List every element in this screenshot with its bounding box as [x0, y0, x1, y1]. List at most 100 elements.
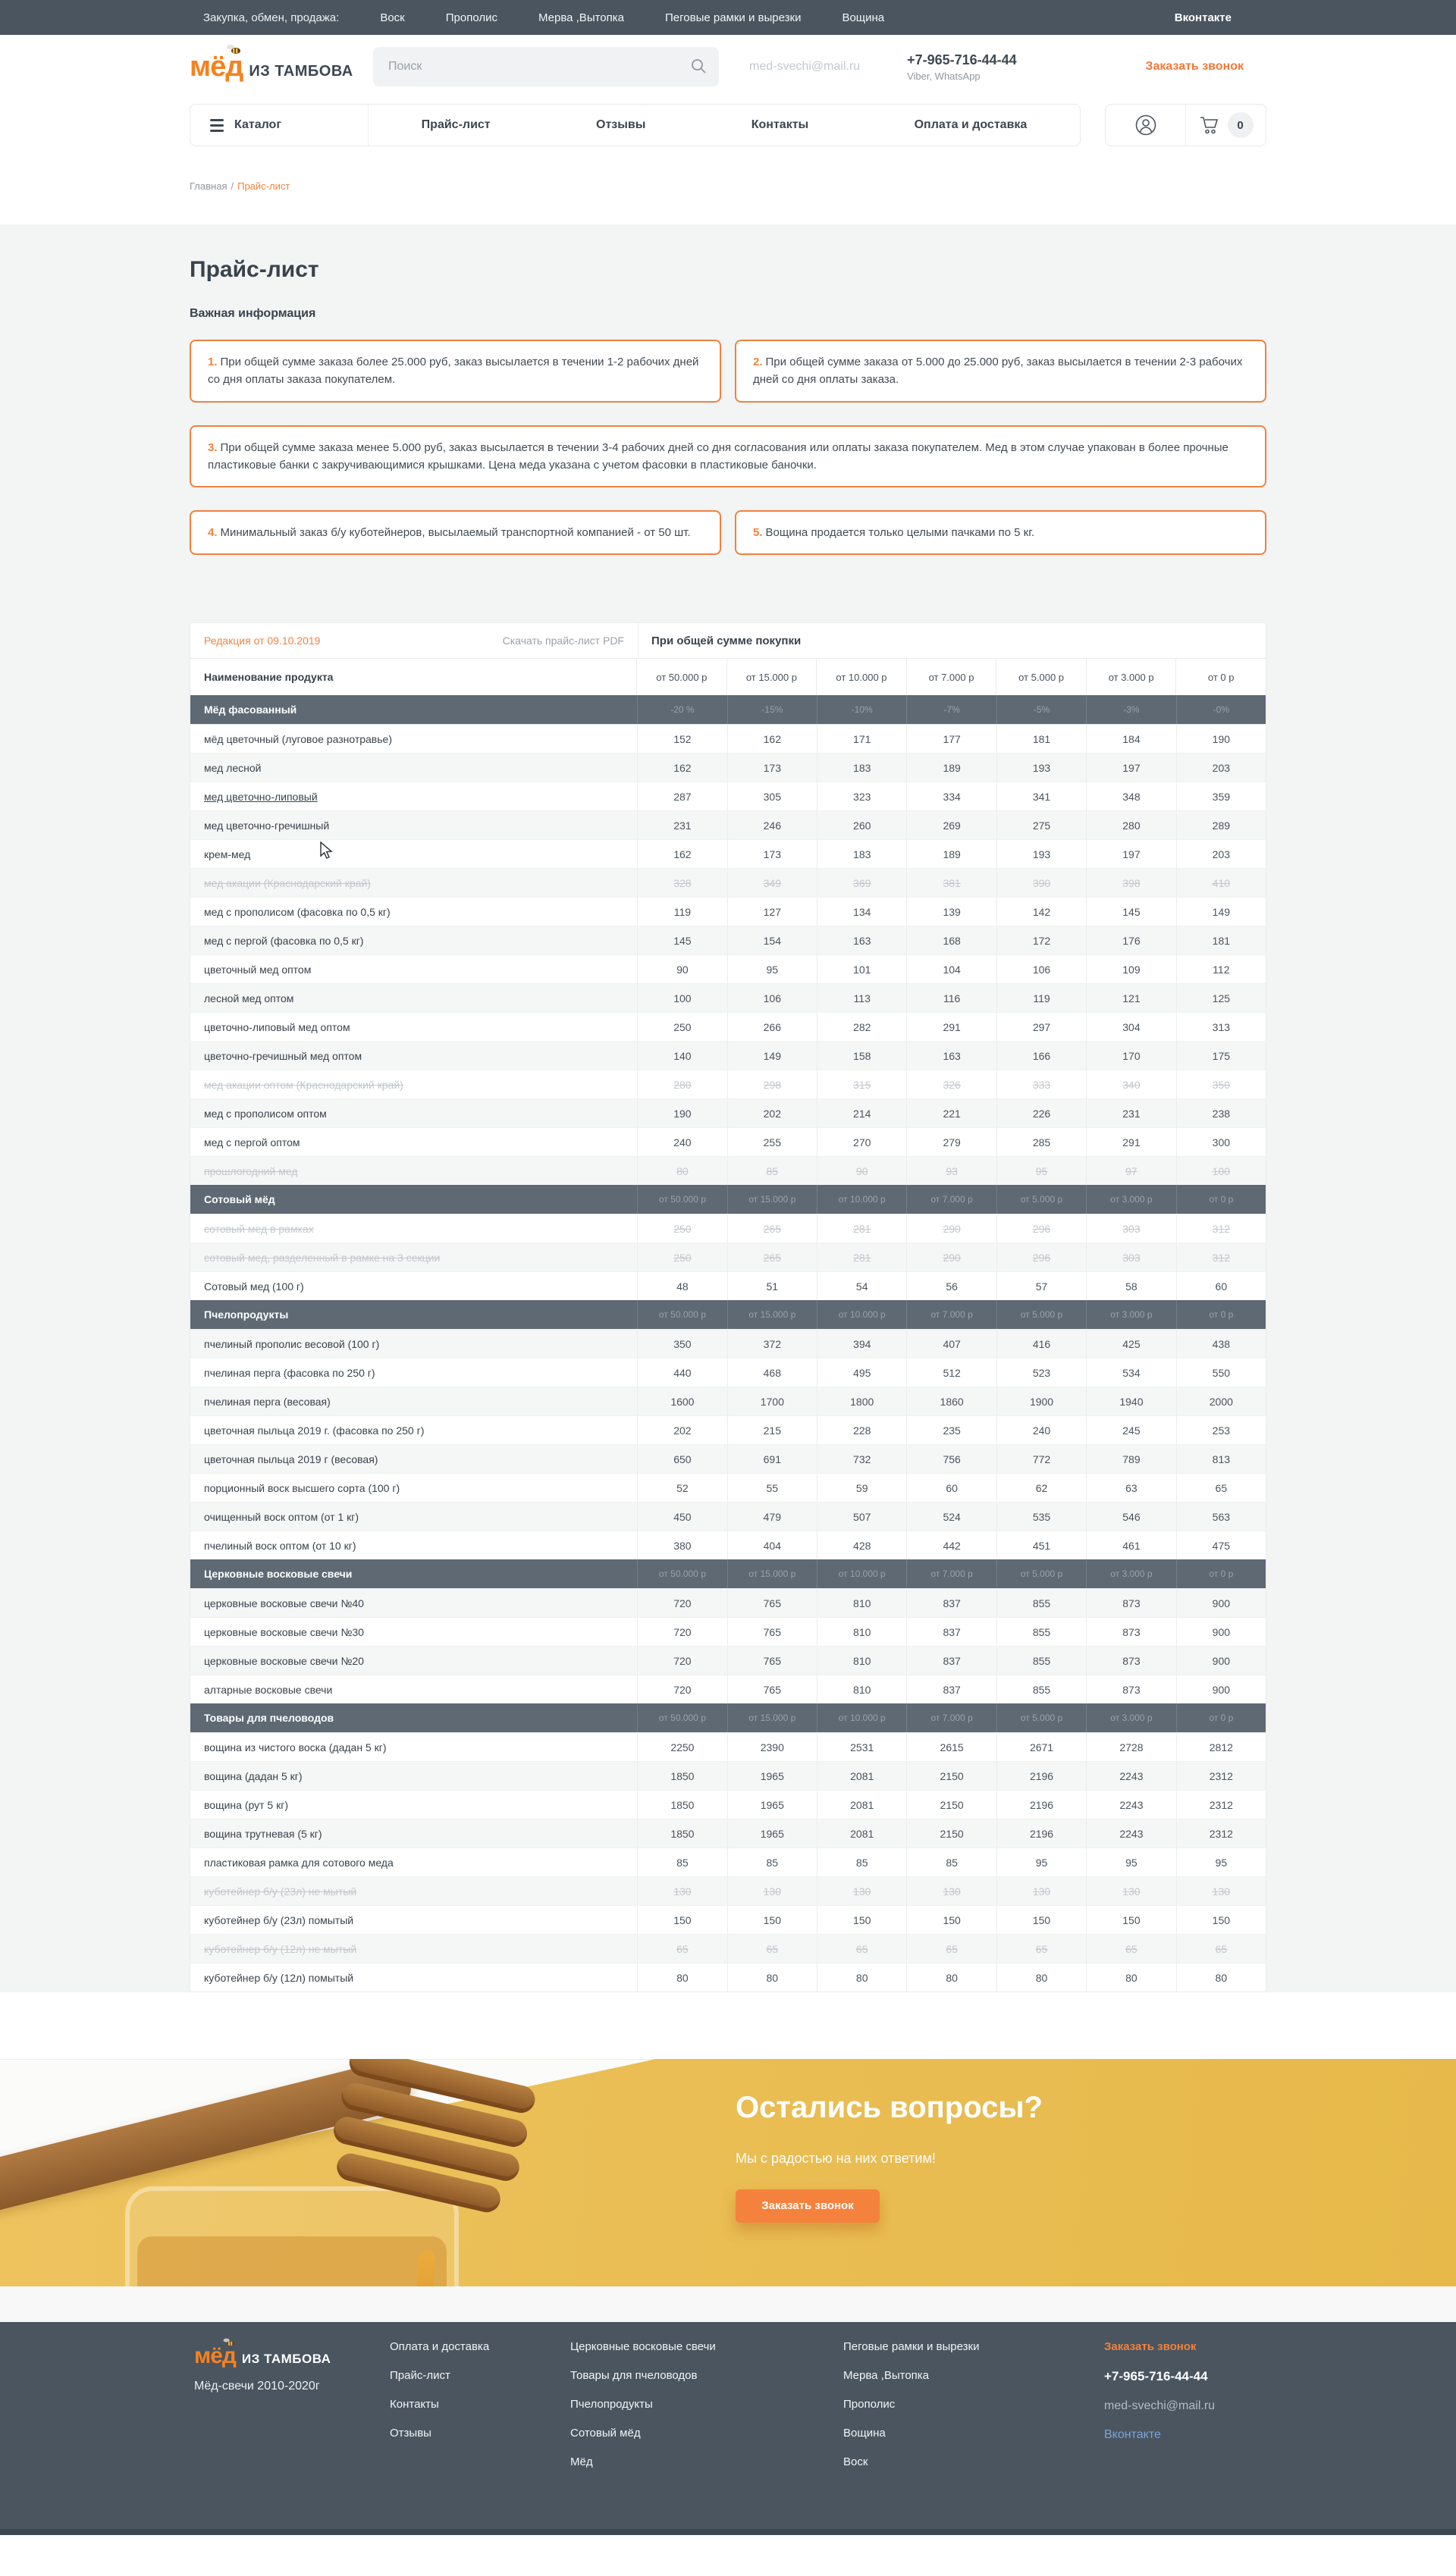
- footer-link[interactable]: Воск: [843, 2455, 868, 2469]
- product-name-cell[interactable]: мед с прополисом оптом: [204, 1107, 327, 1120]
- banner-call-button[interactable]: Заказать звонок: [736, 2189, 880, 2223]
- price-cell: 340: [1086, 1070, 1175, 1099]
- footer-link[interactable]: Мёд: [570, 2455, 593, 2469]
- product-name-cell[interactable]: алтарные восковые свечи: [204, 1683, 333, 1696]
- product-name-cell[interactable]: вощина (дадан 5 кг): [204, 1769, 303, 1782]
- product-name-cell[interactable]: куботейнер б/у (23л) помытый: [204, 1913, 354, 1926]
- price-cell: 150: [817, 1906, 906, 1935]
- product-name-cell[interactable]: цветочно-липовый мед оптом: [204, 1020, 350, 1033]
- footer-link[interactable]: Прополис: [843, 2398, 896, 2411]
- header-phone[interactable]: +7-965-716-44-44: [907, 52, 1017, 67]
- footer-call-link[interactable]: Заказать звонок: [1104, 2340, 1197, 2354]
- order-call-button[interactable]: Заказать звонок: [1145, 60, 1244, 73]
- product-name-cell[interactable]: пластиковая рамка для сотового меда: [204, 1856, 394, 1869]
- price-cell: 2531: [817, 1733, 906, 1762]
- product-name-cell[interactable]: мед акации (Краснодарский край): [204, 876, 371, 889]
- product-name-cell[interactable]: мед цветочно-липовый: [204, 790, 318, 803]
- section-header-cell: от 3.000 р: [1086, 1185, 1175, 1214]
- footer-link[interactable]: Оплата и доставка: [390, 2340, 490, 2354]
- nav-item[interactable]: Оплата и доставка: [914, 118, 1028, 131]
- footer-logo[interactable]: мёд ИЗ ТАМБОВА Мёд-свечи 2010-2020г: [194, 2338, 331, 2393]
- product-name-cell[interactable]: пчелиная перга (весовая): [204, 1395, 331, 1408]
- product-name-cell[interactable]: вощина трутневая (5 кг): [204, 1827, 322, 1840]
- topbar-vk-link[interactable]: Вконтакте: [1174, 11, 1232, 24]
- product-name-cell[interactable]: вощина из чистого воска (дадан 5 кг): [204, 1741, 387, 1753]
- cart-button[interactable]: 0: [1185, 105, 1266, 146]
- product-name-cell[interactable]: прошлогодний мед: [204, 1164, 298, 1177]
- product-name-cell[interactable]: сотовый мед в рамках: [204, 1222, 314, 1235]
- footer-link[interactable]: Контакты: [390, 2398, 439, 2411]
- product-name-cell[interactable]: куботейнер б/у (23л) не мытый: [204, 1885, 357, 1898]
- product-name-cell[interactable]: мед с прополисом (фасовка по 0,5 кг): [204, 905, 391, 918]
- footer-link[interactable]: Вощина: [843, 2427, 886, 2440]
- product-name-cell[interactable]: пчелиная перга (фасовка по 250 г): [204, 1366, 375, 1379]
- product-name-cell[interactable]: порционный воск высшего сорта (100 г): [204, 1481, 400, 1494]
- price-cell: 80: [906, 1963, 996, 1992]
- product-name-cell[interactable]: мед с пергой оптом: [204, 1136, 300, 1149]
- product-name-cell[interactable]: мед лесной: [204, 761, 262, 774]
- footer-link[interactable]: Товары для пчеловодов: [570, 2369, 698, 2383]
- search-icon[interactable]: [690, 58, 707, 74]
- section-header-cell: от 50.000 р: [637, 1559, 726, 1589]
- product-name-cell[interactable]: крем-мед: [204, 848, 251, 860]
- product-name-cell[interactable]: пчелиный прополис весовой (100 г): [204, 1337, 380, 1350]
- product-name-cell[interactable]: цветочный мед оптом: [204, 963, 312, 976]
- product-name-cell[interactable]: мед цветочно-гречишный: [204, 819, 330, 832]
- topbar-link[interactable]: Прополис: [445, 11, 497, 24]
- product-name-cell[interactable]: куботейнер б/у (12л) не мытый: [204, 1942, 357, 1955]
- topbar-link[interactable]: Вощина: [842, 11, 885, 24]
- account-button[interactable]: [1106, 105, 1185, 146]
- footer-link[interactable]: Сотовый мёд: [570, 2427, 641, 2440]
- section-title: Товары для пчеловодов: [204, 1712, 334, 1725]
- footer-phone[interactable]: +7-965-716-44-44: [1104, 2369, 1208, 2384]
- section-header-cell: от 3.000 р: [1086, 1559, 1175, 1589]
- topbar-link[interactable]: Мерва ,Вытопка: [538, 11, 624, 24]
- price-cell: 507: [817, 1503, 906, 1531]
- footer-link[interactable]: Прайс-лист: [390, 2369, 450, 2383]
- catalog-menu-button[interactable]: Каталог: [190, 105, 369, 146]
- footer-link[interactable]: Церковные восковые свечи: [570, 2340, 716, 2354]
- footer-link[interactable]: Отзывы: [390, 2427, 431, 2440]
- nav-item[interactable]: Контакты: [751, 118, 809, 131]
- price-cell: 475: [1175, 1531, 1266, 1560]
- product-name-cell[interactable]: мед акации оптом (Краснодарский край): [204, 1078, 403, 1091]
- product-name-cell[interactable]: сотовый мед, разделенный в рамке на 3 се…: [204, 1251, 441, 1264]
- product-name-cell[interactable]: цветочно-гречишный мед оптом: [204, 1049, 362, 1062]
- price-cell: 2615: [906, 1733, 996, 1762]
- footer-vk-link[interactable]: Вконтакте: [1104, 2428, 1161, 2442]
- footer-link[interactable]: Пчелопродукты: [570, 2398, 653, 2411]
- breadcrumb-home-link[interactable]: Главная: [190, 180, 228, 192]
- search-input[interactable]: [373, 47, 719, 86]
- price-cell: 305: [726, 782, 817, 811]
- price-cell: 732: [817, 1445, 906, 1474]
- product-name-cell[interactable]: куботейнер б/у (12л) помытый: [204, 1971, 354, 1984]
- price-cell: 304: [1086, 1013, 1175, 1042]
- logo[interactable]: мёд ИЗ ТАМБОВА: [190, 45, 367, 81]
- product-name-cell[interactable]: цветочная пыльца 2019 г. (фасовка по 250…: [204, 1424, 425, 1437]
- product-name-cell[interactable]: Сотовый мед (100 г): [204, 1280, 304, 1293]
- product-name-cell[interactable]: церковные восковые свечи №30: [204, 1625, 364, 1638]
- product-name-cell[interactable]: вощина (рут 5 кг): [204, 1798, 288, 1811]
- product-name-cell[interactable]: мёд цветочный (луговое разнотравье): [204, 732, 392, 745]
- price-cell: 63: [1086, 1474, 1175, 1503]
- nav-item[interactable]: Прайс-лист: [421, 118, 491, 131]
- product-name-cell[interactable]: церковные восковые свечи №20: [204, 1654, 364, 1667]
- header-email[interactable]: med-svechi@mail.ru: [749, 60, 861, 73]
- product-name-cell[interactable]: мед с пергой (фасовка по 0,5 кг): [204, 934, 364, 947]
- product-name-cell[interactable]: церковные восковые свечи №40: [204, 1597, 364, 1609]
- nav-item[interactable]: Отзывы: [596, 118, 646, 131]
- price-cell: 65: [1175, 1935, 1266, 1963]
- price-cell: 62: [996, 1474, 1086, 1503]
- product-name-cell[interactable]: цветочная пыльца 2019 г (весовая): [204, 1453, 378, 1465]
- footer-email[interactable]: med-svechi@mail.ru: [1104, 2399, 1216, 2413]
- topbar-link[interactable]: Воск: [380, 11, 405, 24]
- footer-link[interactable]: Мерва ,Вытопка: [843, 2369, 930, 2383]
- footer-link[interactable]: Пеговые рамки и вырезки: [843, 2340, 980, 2354]
- footer-col-2: Церковные восковые свечи Товары для пчело…: [570, 2340, 716, 2484]
- product-name-cell[interactable]: пчелиный воск оптом (от 10 кг): [204, 1539, 356, 1552]
- info-box-number: 5.: [753, 526, 763, 539]
- download-pdf-link[interactable]: Скачать прайс-лист PDF: [502, 635, 624, 647]
- product-name-cell[interactable]: лесной мед оптом: [204, 992, 294, 1004]
- topbar-link[interactable]: Пеговые рамки и вырезки: [665, 11, 802, 24]
- product-name-cell[interactable]: очищенный воск оптом (от 1 кг): [204, 1510, 359, 1523]
